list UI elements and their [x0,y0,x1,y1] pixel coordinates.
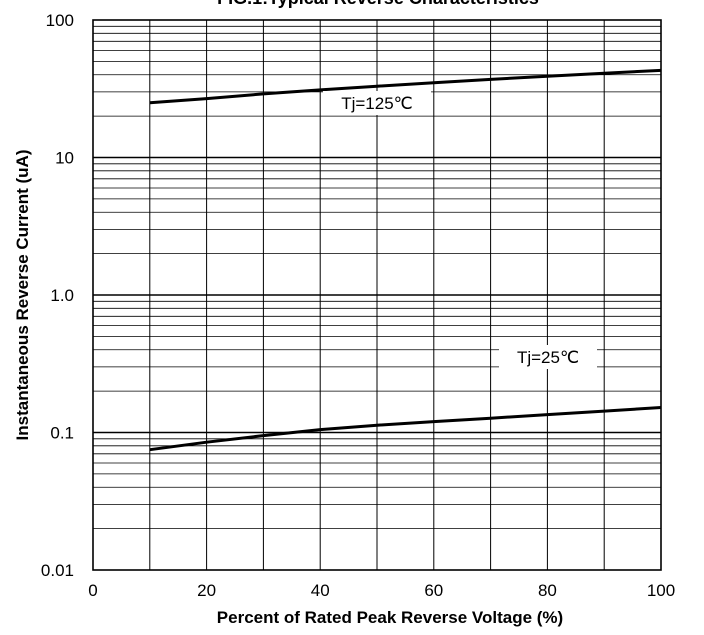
y-tick-label: 1.0 [50,286,74,305]
curve-label-tj-125c: Tj=125℃ [341,94,413,113]
x-tick-label: 100 [647,581,675,600]
y-tick-label: 0.01 [41,561,74,580]
x-tick-label: 60 [424,581,443,600]
tick-labels: 0 20 40 60 80 100 0.01 0.1 1.0 10 100 [41,11,675,600]
y-tick-label: 0.1 [50,424,74,443]
series-line-tj-25c [149,406,662,452]
x-tick-label: 20 [197,581,216,600]
curve-labels: Tj=125℃ Tj=25℃ [323,91,597,369]
data-curves [149,68,662,452]
curve-label-tj-25c: Tj=25℃ [517,348,579,367]
x-axis-label: Percent of Rated Peak Reverse Voltage (%… [217,608,563,627]
series-line-tj-125c [149,68,662,105]
curve-label-background [323,91,431,115]
x-tick-label: 0 [88,581,97,600]
y-axis-label: Instantaneous Reverse Current (uA) [13,150,32,441]
y-tick-label: 10 [55,149,74,168]
x-tick-label: 80 [538,581,557,600]
chart-title: FIG.1:Typical Reverse Characteristics [217,0,539,8]
y-tick-label: 100 [46,11,74,30]
x-tick-label: 40 [311,581,330,600]
curve-label-background [499,345,597,369]
